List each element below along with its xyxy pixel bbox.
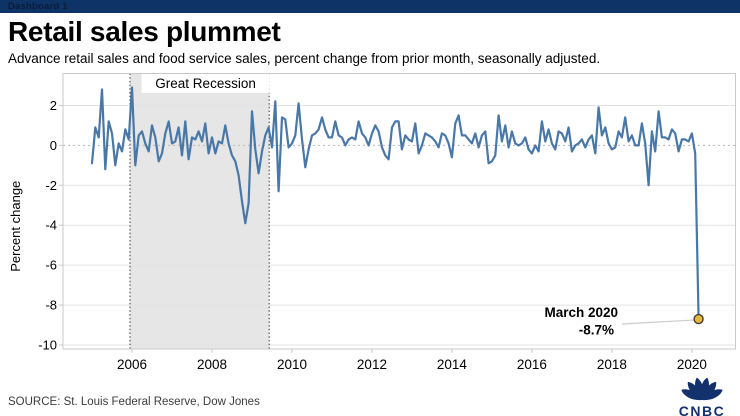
x-tick-label: 2020: [677, 357, 707, 372]
x-tick-label: 2018: [597, 357, 627, 372]
recession-label-background: [141, 74, 270, 93]
y-tick-label: -2: [45, 178, 57, 193]
annotation-value-label: -8.7%: [579, 323, 614, 338]
cnbc-wordmark: CNBC: [678, 403, 726, 416]
y-tick-label: -8: [45, 298, 57, 313]
annotation-date-label: March 2020: [544, 305, 618, 320]
y-tick-label: 2: [50, 98, 57, 113]
page-title: Retail sales plummet: [8, 16, 281, 47]
y-tick-label: 0: [50, 138, 57, 153]
dashboard-tab-bar: Dashboard 1: [0, 0, 740, 13]
chart-subtitle: Advance retail sales and food service sa…: [8, 51, 601, 66]
recession-band-label: Great Recession: [155, 76, 256, 91]
plot-border: [62, 73, 736, 350]
dashboard-tab[interactable]: Dashboard 1: [8, 1, 68, 12]
march-2020-marker: [693, 313, 704, 325]
x-tick-label: 2008: [197, 357, 227, 372]
y-tick-label: -6: [45, 258, 57, 273]
recession-band: [129, 73, 270, 349]
y-tick-label: -10: [38, 338, 57, 353]
x-tick-label: 2012: [357, 357, 387, 372]
sales-line-series: [90, 86, 700, 321]
y-axis-title: Percent change: [8, 181, 23, 272]
y-tick-label: -4: [45, 218, 57, 233]
cnbc-logo: CNBC: [664, 374, 740, 416]
x-tick-label: 2016: [517, 357, 547, 372]
x-tick-label: 2010: [277, 357, 307, 372]
cnbc-peacock-icon: [681, 377, 723, 401]
annotation-leader-line: [621, 319, 694, 325]
x-tick-label: 2006: [117, 357, 147, 372]
x-tick-label: 2014: [437, 357, 468, 372]
source-note: SOURCE: St. Louis Federal Reserve, Dow J…: [8, 396, 260, 408]
